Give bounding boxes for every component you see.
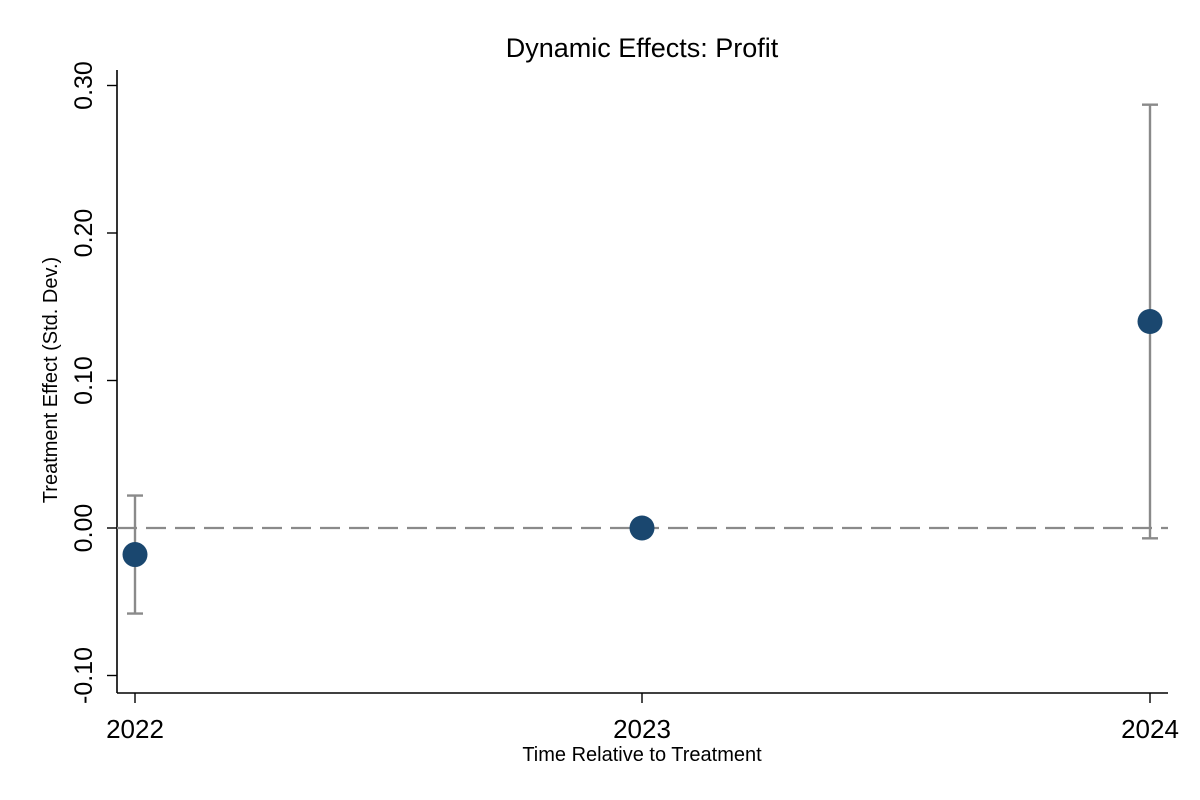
- chart-title: Dynamic Effects: Profit: [506, 33, 779, 63]
- y-tick-label: -0.10: [70, 647, 98, 704]
- y-tick-label: 0.20: [70, 209, 98, 258]
- x-axis-label: Time Relative to Treatment: [522, 744, 762, 766]
- x-axis-ticks: 2022 2023 2024: [106, 693, 1179, 744]
- y-tick-label: 0.00: [70, 504, 98, 553]
- point-2022: [122, 542, 148, 568]
- plot-area: -0.10 0.00 0.10 0.20 0.30 2022 2023 2024: [70, 61, 1179, 744]
- x-tick-label: 2024: [1121, 714, 1179, 744]
- x-tick-label: 2023: [613, 714, 671, 744]
- y-axis-label: Treatment Effect (Std. Dev.): [40, 257, 62, 503]
- series-marks: [122, 103, 1163, 615]
- y-axis-ticks: -0.10 0.00 0.10 0.20 0.30: [70, 61, 117, 704]
- x-tick-label: 2022: [106, 714, 164, 744]
- point-2023: [629, 515, 655, 541]
- point-2024: [1137, 309, 1163, 334]
- y-tick-label: 0.10: [70, 356, 98, 405]
- y-tick-label: 0.30: [70, 61, 98, 110]
